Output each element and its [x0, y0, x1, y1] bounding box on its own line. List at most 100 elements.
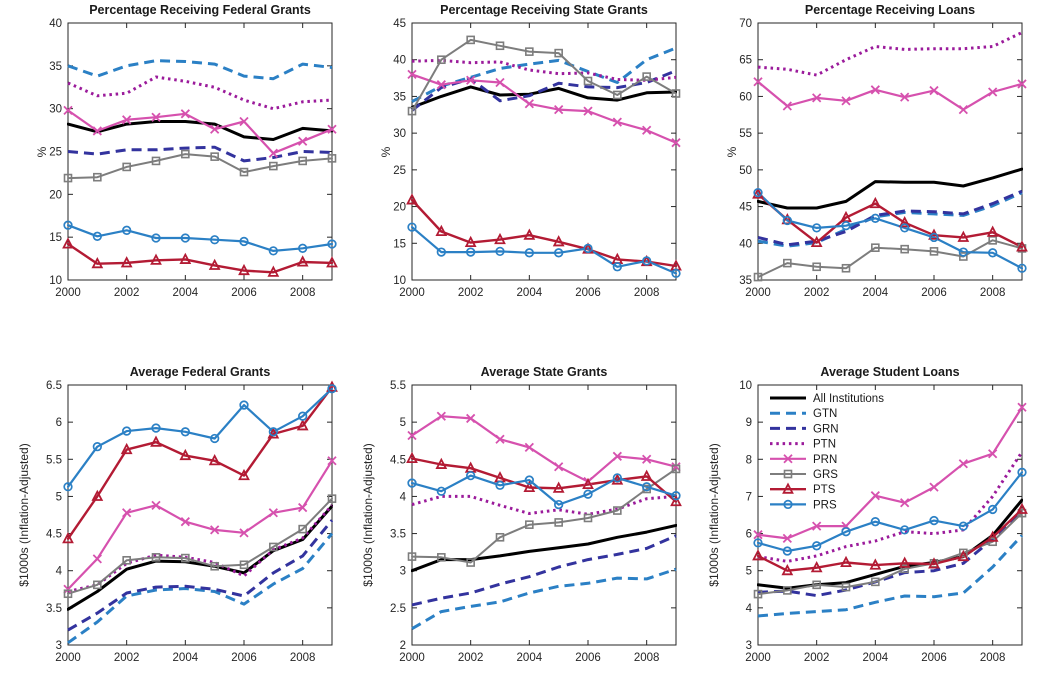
- svg-text:2002: 2002: [114, 287, 140, 299]
- x-axis-ticks: 2000 2002 2004 2006 2008: [745, 23, 1005, 299]
- svg-text:2004: 2004: [517, 652, 543, 664]
- series-line-all-institutions: [67, 504, 333, 611]
- series-lines: [411, 415, 677, 630]
- subplot-percentage-receiving-state-grants: 10 15 20 25 30 35 40 45 2000 2002 2004 2006 2008: [393, 18, 682, 299]
- svg-text:40: 40: [49, 18, 62, 30]
- svg-text:15: 15: [393, 238, 406, 250]
- chart-title-pct-loans: Percentage Receiving Loans: [804, 3, 976, 17]
- markers-grs: [63, 494, 337, 599]
- svg-text:2006: 2006: [231, 287, 257, 299]
- svg-text:10: 10: [49, 275, 62, 287]
- svg-text:4: 4: [746, 603, 753, 615]
- markers-prn: [63, 456, 337, 594]
- svg-text:2008: 2008: [290, 652, 316, 664]
- series-lines: [67, 386, 333, 645]
- svg-text:2000: 2000: [55, 652, 81, 664]
- svg-text:6: 6: [56, 417, 62, 429]
- svg-text:7: 7: [746, 491, 752, 503]
- svg-text:2006: 2006: [231, 652, 257, 664]
- y-axis-label-dollars-2: $1000s (Inflation-Adjusted): [361, 443, 375, 587]
- series-line-pts: [67, 242, 333, 274]
- svg-text:2004: 2004: [173, 652, 199, 664]
- svg-text:2000: 2000: [399, 287, 425, 299]
- markers-pts: [752, 187, 1028, 252]
- markers-grs: [407, 35, 681, 116]
- markers-prn: [407, 411, 681, 487]
- svg-text:2002: 2002: [458, 652, 484, 664]
- svg-text:4: 4: [56, 566, 63, 578]
- x-axis-ticks: 2000 2002 2004 2006 2008: [399, 23, 659, 299]
- svg-text:20: 20: [49, 189, 62, 201]
- svg-text:GRS: GRS: [813, 469, 838, 481]
- series-line-all-institutions: [411, 85, 677, 109]
- svg-text:2004: 2004: [863, 287, 889, 299]
- series-markers: [752, 402, 1028, 599]
- svg-text:5: 5: [746, 566, 752, 578]
- svg-text:35: 35: [739, 275, 752, 287]
- series-lines: [67, 59, 333, 274]
- series-markers: [406, 35, 682, 279]
- series-line-grn: [411, 534, 677, 607]
- svg-text:2: 2: [400, 640, 406, 652]
- svg-text:45: 45: [739, 202, 752, 214]
- svg-text:2002: 2002: [458, 287, 484, 299]
- svg-text:5: 5: [56, 491, 62, 503]
- series-line-pts: [411, 198, 677, 268]
- series-line-prn: [67, 459, 333, 591]
- series-line-ptn: [757, 31, 1023, 77]
- svg-text:25: 25: [49, 147, 62, 159]
- svg-text:PTS: PTS: [813, 484, 836, 496]
- series-line-grn: [757, 189, 1023, 247]
- series-line-prn: [757, 406, 1023, 540]
- markers-grs: [63, 149, 337, 183]
- chart-title-avg-federal-grants: Average Federal Grants: [129, 365, 271, 379]
- y-axis-label-pct-1: %: [35, 146, 49, 157]
- series-line-ptn: [757, 451, 1023, 563]
- svg-text:2000: 2000: [399, 652, 425, 664]
- svg-text:GTN: GTN: [813, 408, 837, 420]
- series-markers: [62, 105, 338, 277]
- svg-text:70: 70: [739, 18, 752, 30]
- markers-pts: [62, 380, 338, 544]
- svg-text:50: 50: [739, 165, 752, 177]
- svg-text:2.5: 2.5: [390, 603, 406, 615]
- svg-text:2008: 2008: [290, 287, 316, 299]
- subplot-percentage-receiving-loans: 35 40 45 50 55 60 65 70 2000 2002 2004 2006 2008: [739, 18, 1028, 299]
- subplot-average-student-loans: 3 4 5 6 7 8 9 10 2000 2002 2004 2006 2008 All Institu…: [739, 380, 1028, 664]
- svg-text:2004: 2004: [863, 652, 889, 664]
- markers-prs: [63, 384, 337, 492]
- y-axis-label-pct-3: %: [725, 146, 739, 157]
- chart-title-avg-student-loans: Average Student Loans: [820, 365, 960, 379]
- svg-text:35: 35: [393, 91, 406, 103]
- series-line-grn: [757, 510, 1023, 598]
- series-markers: [406, 411, 682, 567]
- svg-text:3.5: 3.5: [46, 603, 62, 615]
- series-line-prs: [757, 191, 1023, 270]
- legend: All Institutions GTN GRN PTN PRN GRS PTS PRS: [770, 393, 884, 511]
- svg-text:PTN: PTN: [813, 439, 836, 451]
- markers-prs: [407, 222, 681, 279]
- svg-text:2006: 2006: [575, 287, 601, 299]
- series-markers: [62, 380, 338, 599]
- series-line-prs: [757, 471, 1023, 553]
- series-line-prs: [411, 474, 677, 506]
- y-axis-label-dollars-3: $1000s (Inflation-Adjusted): [707, 443, 721, 587]
- svg-text:6.5: 6.5: [46, 380, 62, 392]
- svg-text:GRN: GRN: [813, 423, 839, 435]
- series-markers: [752, 77, 1028, 282]
- svg-text:2004: 2004: [173, 287, 199, 299]
- series-line-prn: [411, 415, 677, 483]
- svg-text:15: 15: [49, 232, 62, 244]
- series-line-gtn: [67, 532, 333, 645]
- svg-text:5.5: 5.5: [390, 380, 406, 392]
- subplot-average-state-grants: 2 2.5 3 3.5 4 4.5 5 5.5 2000 2002 2004 2006 2008: [390, 380, 682, 664]
- series-line-grs: [411, 467, 677, 564]
- y-axis-ticks: 3 4 5 6 7 8 9 10: [739, 380, 1022, 652]
- series-line-grs: [411, 38, 677, 113]
- series-line-grn: [67, 519, 333, 632]
- markers-prs: [407, 470, 681, 510]
- chart-title-pct-state-grants: Percentage Receiving State Grants: [440, 3, 648, 17]
- svg-text:2002: 2002: [114, 652, 140, 664]
